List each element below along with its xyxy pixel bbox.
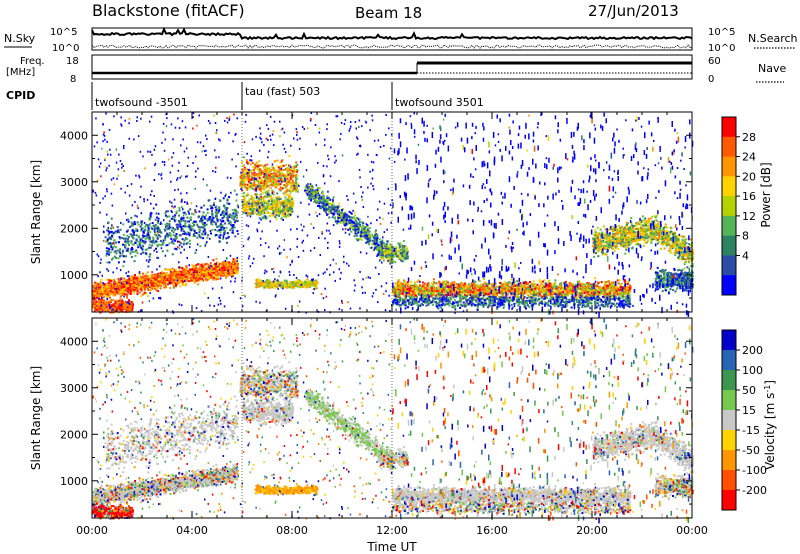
beam-label: Beam 18 — [355, 4, 422, 22]
velocity-ylabel: Slant Range [km] — [29, 366, 43, 470]
power-cbar-tick-1: 24 — [742, 151, 756, 164]
x-tick-label-6: 00:00 — [676, 524, 708, 537]
nsky-tick-low: 10^0 — [52, 43, 79, 54]
x-tick-label-2: 08:00 — [276, 524, 308, 537]
power-ylabel: Slant Range [km] — [29, 160, 43, 264]
nsky-label: N.Sky — [4, 32, 36, 45]
nave-label: Nave — [758, 62, 786, 75]
nave-tick-high: 60 — [708, 56, 721, 67]
velocity-colorbar-label: Velocity [m s-1] — [763, 380, 777, 470]
freq-trace — [92, 63, 692, 73]
nsky-trace — [92, 29, 692, 48]
x-tick-label-3: 12:00 — [376, 524, 408, 537]
power-colorbar-label: Power [dB] — [759, 162, 773, 227]
power-yaxis-tick-0: 1000 — [60, 269, 88, 282]
power-colorbar: 28 24 20 16 12 8 4 Power [dB] — [722, 117, 773, 296]
freq-nave-panel: Freq. [MHz] 18 8 60 0 Nave — [6, 55, 786, 85]
vel-cbar-tick-4: -15 — [742, 424, 760, 437]
power-cbar-tick-4: 12 — [742, 210, 756, 223]
power-cbar-tick-3: 16 — [742, 190, 756, 203]
cpid-strip: CPID twofsound -3501 tau (fast) 503 twof… — [6, 82, 484, 110]
power-yaxis-tick-3: 4000 — [60, 129, 88, 142]
vel-cbar-tick-5: -50 — [742, 444, 760, 457]
freq-tick-low: 8 — [70, 74, 76, 85]
cpid-label: CPID — [6, 89, 35, 102]
power-yaxis-tick-2: 3000 — [60, 176, 88, 189]
vel-yaxis-tick-0: 1000 — [60, 475, 88, 488]
power-yaxis-tick-1: 2000 — [60, 222, 88, 235]
cpid-segment-2: tau (fast) 503 — [245, 85, 320, 98]
x-tick-label-0: 00:00 — [76, 524, 108, 537]
velocity-xlabel: Time UT — [366, 540, 417, 554]
cpid-segment-1: twofsound -3501 — [95, 96, 188, 109]
vel-cbar-tick-7: -200 — [742, 484, 767, 497]
nsearch-tick-high: 10^5 — [708, 27, 735, 38]
power-cbar-tick-2: 20 — [742, 170, 756, 183]
vel-yaxis-tick-2: 3000 — [60, 382, 88, 395]
date-label: 27/Jun/2013 — [588, 2, 679, 20]
velocity-panel: 1000 2000 3000 4000 00:00 04:00 08:00 12:00 16:… — [29, 318, 708, 554]
vel-yaxis-tick-3: 4000 — [60, 335, 88, 348]
x-tick-label-4: 16:00 — [476, 524, 508, 537]
x-tick-label-1: 04:00 — [176, 524, 208, 537]
nsearch-label: N.Search — [748, 32, 798, 45]
power-cbar-tick-5: 8 — [742, 230, 749, 243]
vel-cbar-tick-2: 50 — [742, 384, 756, 397]
cpid-segment-3: twofsound 3501 — [395, 96, 484, 109]
freq-label-line1: Freq. — [20, 56, 45, 67]
nsky-tick-high: 10^5 — [50, 27, 77, 38]
power-panel: 1000 2000 3000 4000 Slant Range [km] — [29, 112, 694, 317]
figure-title: Blackstone (fitACF) — [92, 1, 245, 20]
vel-yaxis-tick-1: 2000 — [60, 428, 88, 441]
freq-label-line2: [MHz] — [6, 67, 35, 78]
nsky-panel: N.Sky 10^5 10^0 10^5 10^0 N.Search — [4, 27, 798, 54]
freq-tick-high: 18 — [66, 56, 79, 67]
vel-cbar-tick-0: 200 — [742, 344, 763, 357]
x-tick-label-5: 20:00 — [576, 524, 608, 537]
vel-cbar-tick-3: 15 — [742, 404, 756, 417]
power-cbar-tick-6: 4 — [742, 249, 749, 262]
power-cbar-tick-0: 28 — [742, 131, 756, 144]
vel-cbar-tick-1: 100 — [742, 364, 763, 377]
nsearch-tick-low: 10^0 — [708, 43, 735, 54]
nave-tick-low: 0 — [708, 74, 714, 85]
